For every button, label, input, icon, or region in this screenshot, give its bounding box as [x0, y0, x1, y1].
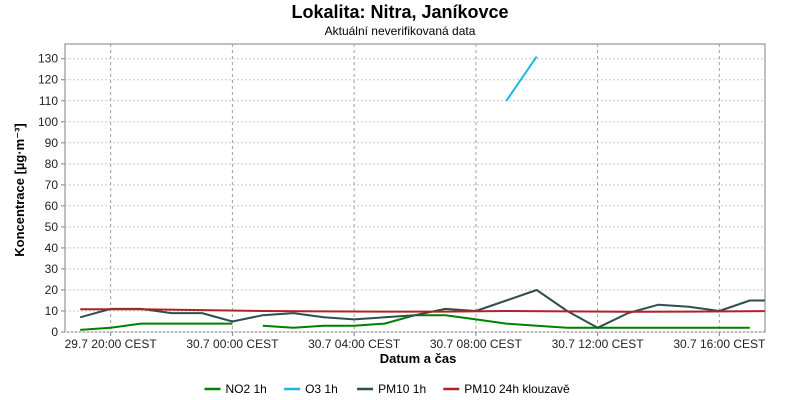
y-tick-label: 30: [45, 262, 59, 276]
y-tick-label: 10: [45, 304, 59, 318]
x-tick-label: 30.7 12:00 CEST: [552, 337, 645, 351]
x-axis-title: Datum a čas: [380, 351, 457, 366]
series-line-o3-1h: [505, 56, 538, 102]
grid: [65, 44, 765, 333]
y-tick-label: 90: [45, 136, 59, 150]
y-tick-label: 20: [45, 283, 59, 297]
y-tick-label: 60: [45, 199, 59, 213]
y-tick-label: 50: [45, 220, 59, 234]
y-tick-label: 110: [39, 94, 58, 108]
y-tick-label: 0: [51, 325, 58, 339]
y-axis: 0 10 20 30 40 50 60 70 80 90 100 110 120 130: [38, 52, 65, 339]
x-tick-label: 30.7 04:00 CEST: [308, 337, 401, 351]
chart-subtitle: Aktuální neverifikovaná data: [325, 24, 476, 38]
y-tick-label: 100: [38, 115, 58, 129]
y-tick-label: 120: [38, 73, 58, 87]
x-tick-label: 29.7 20:00 CEST: [65, 337, 158, 351]
x-tick-label: 30.7 08:00 CEST: [430, 337, 523, 351]
y-tick-label: 40: [45, 241, 59, 255]
legend-label-pm10-1h: PM10 1h: [378, 382, 426, 396]
x-tick-label: 30.7 16:00 CEST: [673, 337, 766, 351]
y-tick-label: 80: [45, 157, 59, 171]
chart-title: Lokalita: Nitra, Janíkovce: [291, 2, 508, 22]
legend-label-no2-1h: NO2 1h: [226, 382, 267, 396]
y-tick-label: 130: [38, 52, 58, 66]
y-tick-label: 70: [45, 178, 59, 192]
plot-area: [64, 43, 766, 333]
legend: NO2 1h O3 1h PM10 1h PM10 24h klouzavě: [204, 382, 570, 396]
legend-label-pm10-24h-klouzav: PM10 24h klouzavě: [464, 382, 570, 396]
x-tick-label: 30.7 00:00 CEST: [186, 337, 279, 351]
legend-label-o3-1h: O3 1h: [305, 382, 338, 396]
series-line-pm10-24h-klouzav: [80, 308, 765, 313]
y-axis-title: Koncentrace [µg·m⁻³]: [12, 123, 27, 257]
series-layer: [79, 56, 765, 331]
series-line-no2-1h: [80, 314, 750, 331]
x-axis: 29.7 20:00 CEST 30.7 00:00 CEST 30.7 04:00…: [65, 332, 766, 351]
